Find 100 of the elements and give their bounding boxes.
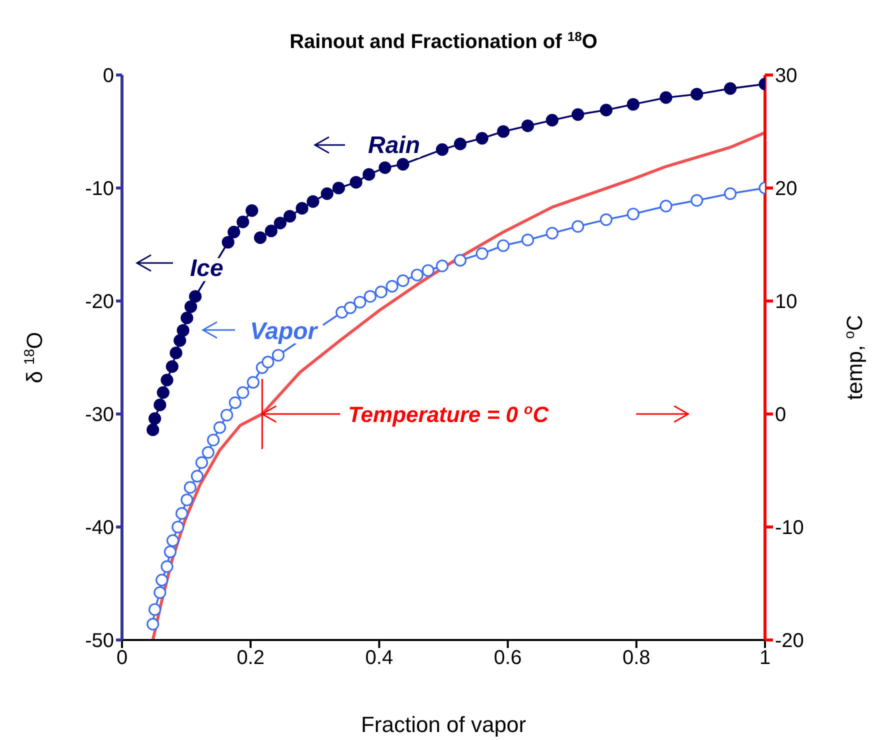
point (374, 286, 388, 298)
point (176, 507, 188, 520)
point (660, 200, 672, 212)
point (476, 132, 488, 145)
point (156, 386, 170, 399)
point (222, 236, 234, 249)
point (690, 194, 704, 207)
point (184, 300, 198, 313)
point (148, 412, 162, 425)
x-tick-label: 1 (759, 647, 771, 670)
y-tick-label: -40 (85, 517, 114, 540)
point (166, 534, 180, 547)
point (320, 187, 334, 200)
y-tick-label: -20 (85, 291, 114, 314)
point (546, 226, 558, 240)
point (174, 334, 186, 347)
annotation: Temperature = 0 $^{o}$C (348, 402, 550, 427)
y2-tick-label: 10 (775, 291, 798, 314)
point (306, 195, 320, 208)
y-tick-label: -30 (85, 404, 114, 426)
x-tick-label: 0.2 (236, 647, 265, 670)
point (454, 138, 467, 150)
point (189, 290, 202, 303)
point (422, 264, 434, 277)
point (236, 216, 250, 228)
point (410, 268, 424, 282)
point (160, 374, 174, 386)
y-tick-label: -50 (85, 630, 114, 652)
y2-tick-label: 0 (775, 404, 786, 426)
point (332, 182, 345, 194)
point (156, 574, 168, 586)
point (476, 247, 488, 260)
point (497, 125, 510, 138)
point (690, 88, 704, 101)
point (546, 114, 558, 126)
point (148, 603, 162, 616)
point (213, 421, 226, 434)
point (521, 234, 534, 246)
point (190, 470, 204, 482)
point (724, 82, 737, 95)
chart-title: Rainout and Fractionation of $^{18}$O (290, 28, 598, 53)
point (521, 120, 534, 132)
point (626, 208, 640, 220)
point (436, 143, 449, 156)
point (262, 356, 274, 368)
point (600, 213, 612, 226)
point (436, 260, 449, 272)
point (396, 158, 410, 171)
point (272, 348, 285, 362)
y-tick-label: 0 (102, 65, 114, 88)
point (180, 312, 194, 324)
point (228, 226, 240, 238)
point (180, 494, 194, 506)
point (386, 280, 398, 293)
point (572, 220, 584, 233)
x-tick-label: 0 (116, 647, 128, 670)
point (274, 216, 286, 230)
point (170, 346, 182, 360)
point (284, 210, 296, 223)
point (396, 274, 410, 287)
point (146, 618, 160, 630)
point (146, 424, 160, 436)
point (154, 586, 166, 599)
point (160, 560, 174, 573)
point (184, 481, 196, 494)
x-tick-label: 0.6 (494, 647, 522, 670)
legend-label: Rain (368, 132, 420, 159)
legend-label: Vapor (250, 318, 319, 345)
point (236, 386, 250, 399)
point (354, 296, 366, 308)
point (228, 396, 242, 409)
point (572, 108, 584, 121)
x-axis-title: Fraction of vapor (360, 712, 526, 737)
point (378, 161, 392, 174)
point (296, 202, 308, 215)
point (600, 104, 612, 116)
point (202, 446, 214, 459)
y2-tick-label: -10 (775, 517, 804, 540)
point (362, 168, 376, 181)
point (454, 254, 467, 267)
y2-tick-label: 30 (775, 65, 798, 88)
point (724, 187, 737, 200)
point (660, 91, 672, 104)
point (254, 231, 267, 244)
point (246, 204, 258, 217)
point (264, 224, 278, 238)
point (344, 301, 357, 314)
point (154, 398, 166, 412)
y2-tick-label: -20 (775, 630, 804, 652)
point (497, 239, 510, 252)
y-tick-label: -10 (85, 178, 114, 200)
point (350, 176, 362, 189)
point (195, 456, 208, 469)
y2-tick-label: 20 (775, 178, 798, 200)
point (220, 408, 234, 422)
point (626, 98, 640, 111)
point (172, 520, 184, 534)
point (207, 434, 220, 446)
point (246, 376, 260, 389)
x-tick-label: 0.8 (622, 647, 650, 670)
